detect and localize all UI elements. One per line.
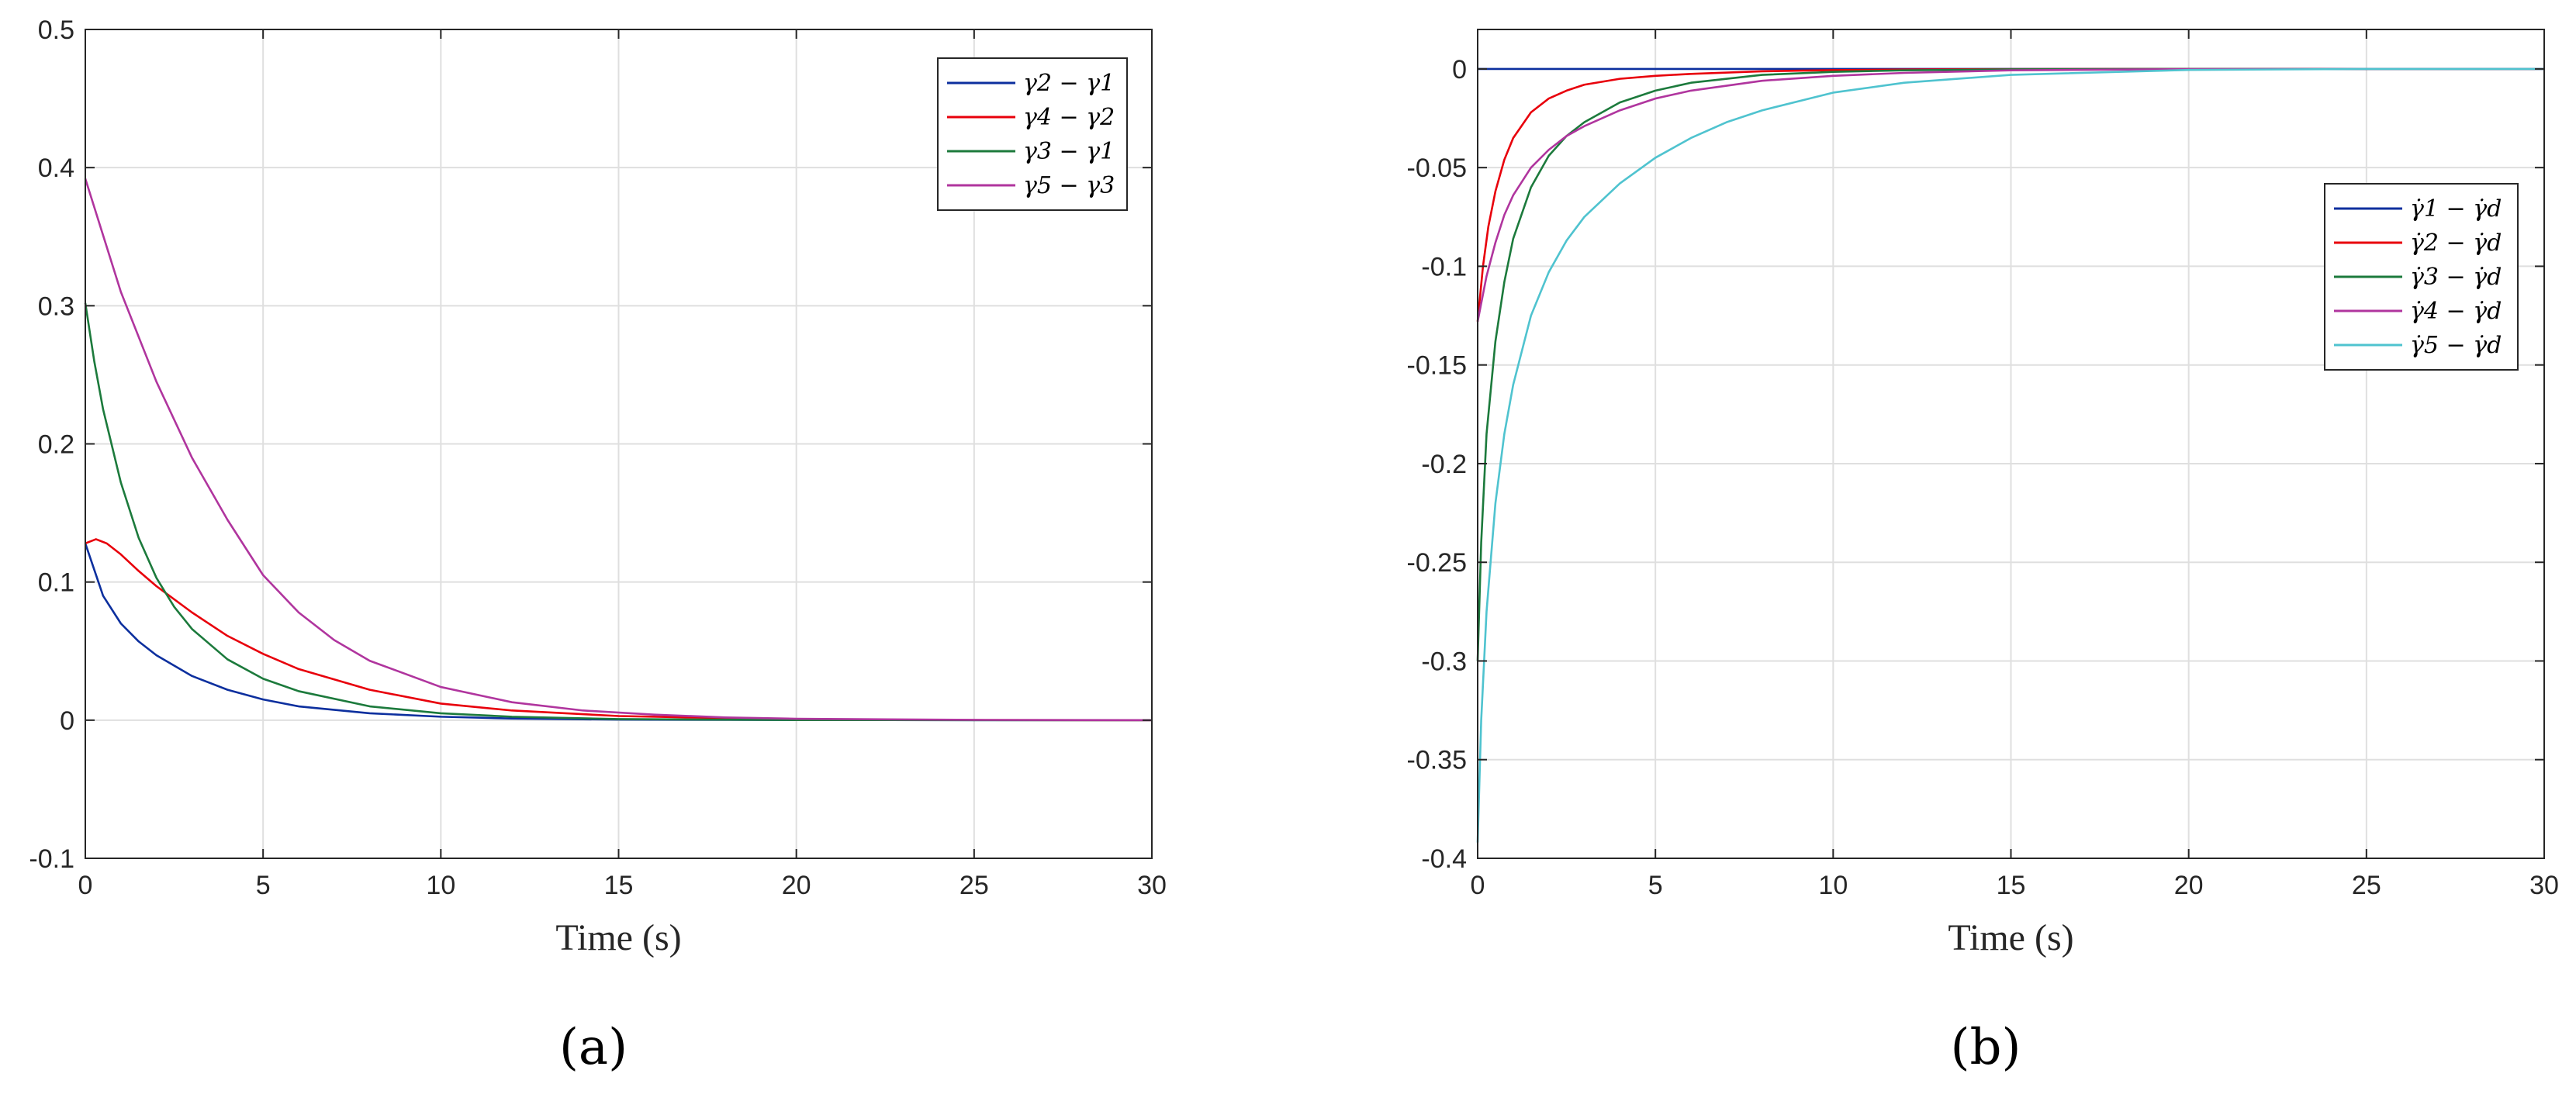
tick-labels: 0 5 10 15 20 25 30 -0.4 -0.35 -0.3 -0.25 -0.2 -0.15 -… [1407,29,2559,900]
legend-entry-5: γ̇5 − γ̇d [2410,332,2502,359]
panel-caption: (a) [559,1019,628,1076]
series-line-4 [84,178,1153,722]
tick-labels: 0 5 10 15 20 25 30-0.100.10.20.30.40.5 [29,16,1167,900]
y-tick-label: -0.3 [1421,647,1467,676]
legend-entry-1: γ̇1 − γ̇d [2410,195,2502,223]
y-tick-label: 0.3 [38,292,74,321]
legend-entry-2: γ̇2 − γ̇d [2410,230,2502,257]
x-tick-label: 15 [1997,871,2026,900]
y-tick-label: -0.25 [1407,548,1468,578]
legend-entry-3: γ̇3 − γ̇d [2410,264,2502,291]
y-tick-label: 0.2 [38,430,74,460]
x-tick-label: 15 [604,871,634,900]
series-line-5 [1476,67,2544,843]
series-line-3 [84,302,1152,722]
y-tick-label: -0.35 [1407,746,1468,775]
x-tick-label: 5 [256,871,271,900]
chart-b: 0 5 10 15 20 25 30 -0.4 -0.35 -0.3 -0.25 -0.2 -0.15 -… [1407,29,2559,1076]
x-axis-label: Time (s) [1948,917,2073,958]
x-tick-label: 10 [1818,871,1848,900]
x-tick-label: 20 [782,871,811,900]
series-line-2 [85,538,1153,722]
y-tick-label: -0.1 [1421,252,1467,281]
x-tick-label: 30 [1137,871,1167,900]
series-group [1476,67,2544,843]
legend: γ̇1 − γ̇d γ̇2 − γ̇d γ̇3 − γ̇d γ̇4 − γ̇d γ̇5 … [2324,183,2519,371]
x-tick-label: 30 [2529,871,2559,900]
x-tick-label: 10 [426,871,455,900]
y-tick-label: -0.2 [1421,450,1467,479]
y-tick-label: 0 [1452,55,1467,85]
legend-entry-2: γ4 − γ2 [1023,104,1115,131]
y-tick-label: -0.15 [1407,351,1468,381]
panel-caption: (b) [1951,1019,2021,1076]
x-tick-label: 5 [1648,871,1663,900]
legend-entry-3: γ3 − γ1 [1023,138,1115,165]
x-tick-label: 0 [78,871,93,900]
series-group [84,178,1153,722]
y-tick-label: 0.5 [38,16,74,45]
series-line-3 [1476,67,2544,661]
legend-entry-1: γ2 − γ1 [1023,70,1115,97]
y-tick-label: -0.05 [1407,154,1468,183]
x-axis-label: Time (s) [555,917,681,958]
series-line-4 [1476,67,2544,322]
y-tick-label: 0.4 [38,154,74,183]
y-tick-label: -0.1 [29,844,74,874]
x-tick-label: 25 [960,871,989,900]
y-tick-label: 0.1 [38,568,74,598]
legend-entry-4: γ̇4 − γ̇d [2410,298,2502,325]
legend: γ2 − γ1 γ4 − γ2 γ3 − γ1 γ5 − γ3 [937,57,1128,211]
x-tick-label: 25 [2352,871,2381,900]
y-tick-label: 0 [60,706,74,736]
x-tick-label: 0 [1471,871,1485,900]
x-tick-label: 20 [2174,871,2204,900]
legend-entry-4: γ5 − γ3 [1023,172,1115,199]
y-tick-label: -0.4 [1421,844,1467,874]
